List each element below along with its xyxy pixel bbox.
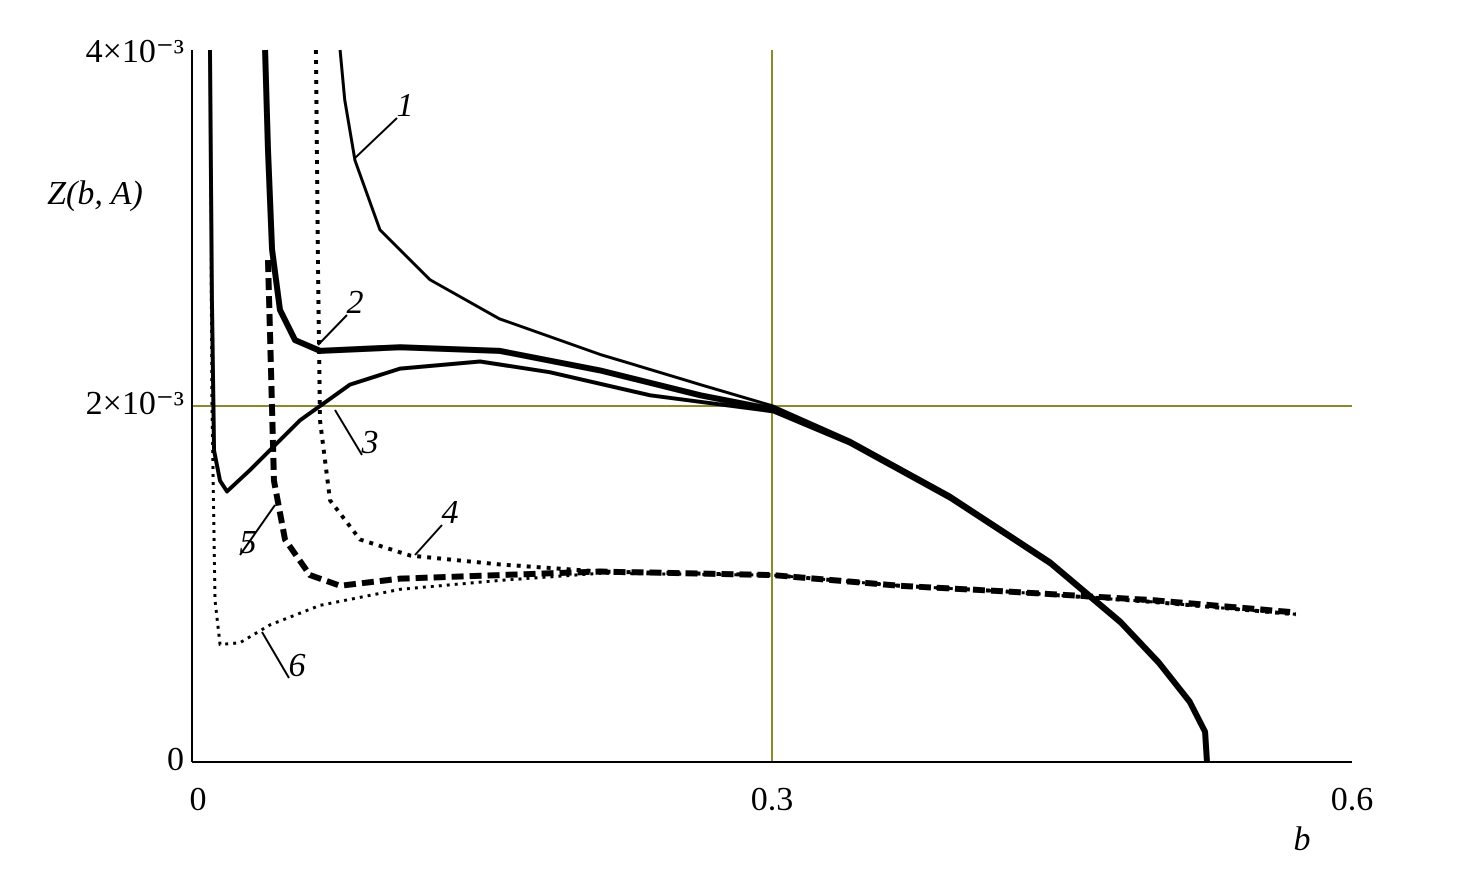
curve xyxy=(208,49,1297,647)
leader-line xyxy=(261,631,290,679)
curve xyxy=(264,259,1297,616)
curve-label: 3 xyxy=(361,424,379,461)
y-axis-label: Z(b, A) xyxy=(47,175,143,212)
x-tick-label: 0.6 xyxy=(1331,781,1374,818)
y-tick-label: 4×10⁻³ xyxy=(86,33,184,70)
curve-label: 5 xyxy=(240,524,257,561)
x-tick-label: 0 xyxy=(190,781,207,818)
x-tick-label: 0.3 xyxy=(751,781,794,818)
leader-line xyxy=(414,524,443,556)
curve-label: 2 xyxy=(347,284,364,321)
leader-line xyxy=(334,409,363,456)
x-axis-label: b xyxy=(1294,821,1311,858)
y-tick-label: 0 xyxy=(167,741,184,778)
curve-label: 4 xyxy=(442,494,459,531)
leader-line xyxy=(317,314,348,346)
curve xyxy=(207,49,1209,763)
curve-label: 1 xyxy=(397,87,414,124)
curve-label: 6 xyxy=(289,647,306,684)
y-tick-label: 2×10⁻³ xyxy=(86,385,184,422)
leader-line xyxy=(239,504,276,556)
curve xyxy=(313,49,1297,617)
leader-line xyxy=(354,117,398,159)
